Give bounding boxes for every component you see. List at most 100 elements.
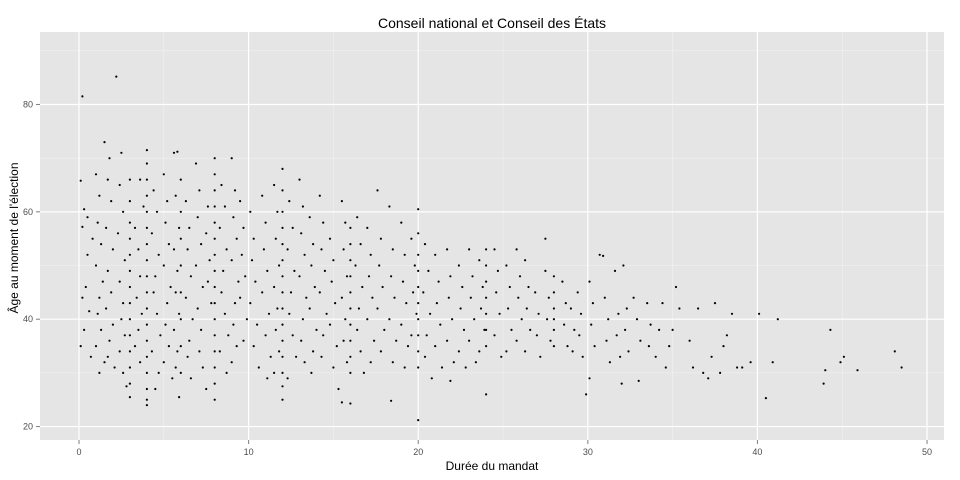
data-point [222, 269, 225, 272]
data-point [230, 259, 233, 262]
data-point [128, 318, 131, 321]
data-point [145, 226, 148, 229]
data-point [320, 355, 323, 358]
data-point [257, 366, 260, 369]
data-point [552, 345, 556, 348]
data-point [266, 377, 269, 380]
data-point [617, 312, 620, 315]
data-point [273, 183, 276, 187]
data-point [196, 216, 199, 219]
data-point [179, 345, 182, 348]
data-point [525, 307, 528, 310]
data-point [391, 361, 394, 364]
data-point [552, 291, 556, 294]
data-point [349, 275, 352, 278]
data-point [627, 350, 630, 353]
data-point [344, 221, 347, 224]
data-point [133, 226, 137, 229]
data-point [564, 302, 567, 305]
data-point [139, 361, 142, 364]
data-point [150, 350, 153, 353]
data-point [205, 232, 208, 235]
data-point [308, 216, 311, 219]
data-point [367, 275, 371, 278]
data-point [135, 296, 138, 299]
data-point [449, 379, 452, 382]
data-point [357, 307, 360, 310]
data-point [496, 269, 499, 272]
data-point [184, 296, 187, 299]
data-point [86, 253, 89, 256]
data-point [758, 312, 761, 315]
data-point [390, 399, 393, 402]
data-point [581, 355, 584, 358]
data-point [510, 328, 513, 331]
data-point [373, 339, 376, 342]
data-point [184, 200, 187, 203]
data-point [603, 296, 606, 299]
data-point [349, 259, 352, 262]
data-point [172, 151, 176, 154]
x-tick-label: 40 [752, 447, 762, 457]
data-point [356, 328, 359, 331]
data-point [213, 366, 216, 369]
data-point [123, 259, 126, 262]
data-point [110, 291, 113, 294]
data-point [108, 339, 111, 342]
data-point [218, 350, 221, 353]
minor-gridlines [40, 32, 944, 440]
data-point [281, 189, 284, 192]
data-point [413, 264, 416, 267]
data-point [527, 285, 530, 289]
x-tick-label: 30 [583, 447, 593, 457]
data-point [400, 323, 403, 326]
data-point [303, 253, 306, 256]
data-point [381, 285, 384, 289]
data-point [94, 264, 98, 267]
data-point [776, 318, 779, 321]
data-point [240, 253, 243, 256]
data-point [244, 275, 247, 278]
data-point [111, 248, 114, 251]
data-point [461, 285, 464, 289]
data-point [710, 355, 713, 358]
data-point [262, 248, 265, 251]
data-point [434, 253, 437, 256]
data-point [498, 312, 501, 315]
data-point [376, 307, 379, 310]
data-point [108, 157, 111, 160]
data-point [188, 339, 191, 342]
data-point [281, 210, 284, 213]
data-point [457, 264, 460, 267]
data-point [83, 328, 86, 331]
data-point [417, 318, 420, 321]
data-point [423, 243, 427, 246]
data-point [345, 275, 349, 278]
data-point [213, 398, 216, 401]
data-point [406, 345, 410, 348]
data-point [308, 307, 311, 310]
data-point [298, 178, 301, 181]
data-point [281, 243, 284, 246]
data-point [152, 291, 155, 294]
y-tick-label: 20 [23, 422, 33, 432]
data-point [446, 248, 449, 251]
data-point [94, 173, 98, 176]
data-point [671, 328, 674, 331]
data-point [440, 366, 444, 369]
data-point [213, 302, 216, 305]
data-point [281, 226, 284, 229]
data-point [340, 200, 343, 203]
data-point [178, 226, 181, 229]
data-point [145, 291, 148, 294]
data-point [602, 254, 605, 257]
data-point [829, 328, 832, 331]
data-point [379, 350, 382, 353]
data-point [128, 269, 131, 272]
data-point [293, 269, 296, 272]
data-point [493, 334, 496, 337]
data-point [281, 291, 284, 294]
data-point [201, 285, 204, 289]
data-point [113, 366, 116, 369]
data-point [415, 312, 418, 315]
